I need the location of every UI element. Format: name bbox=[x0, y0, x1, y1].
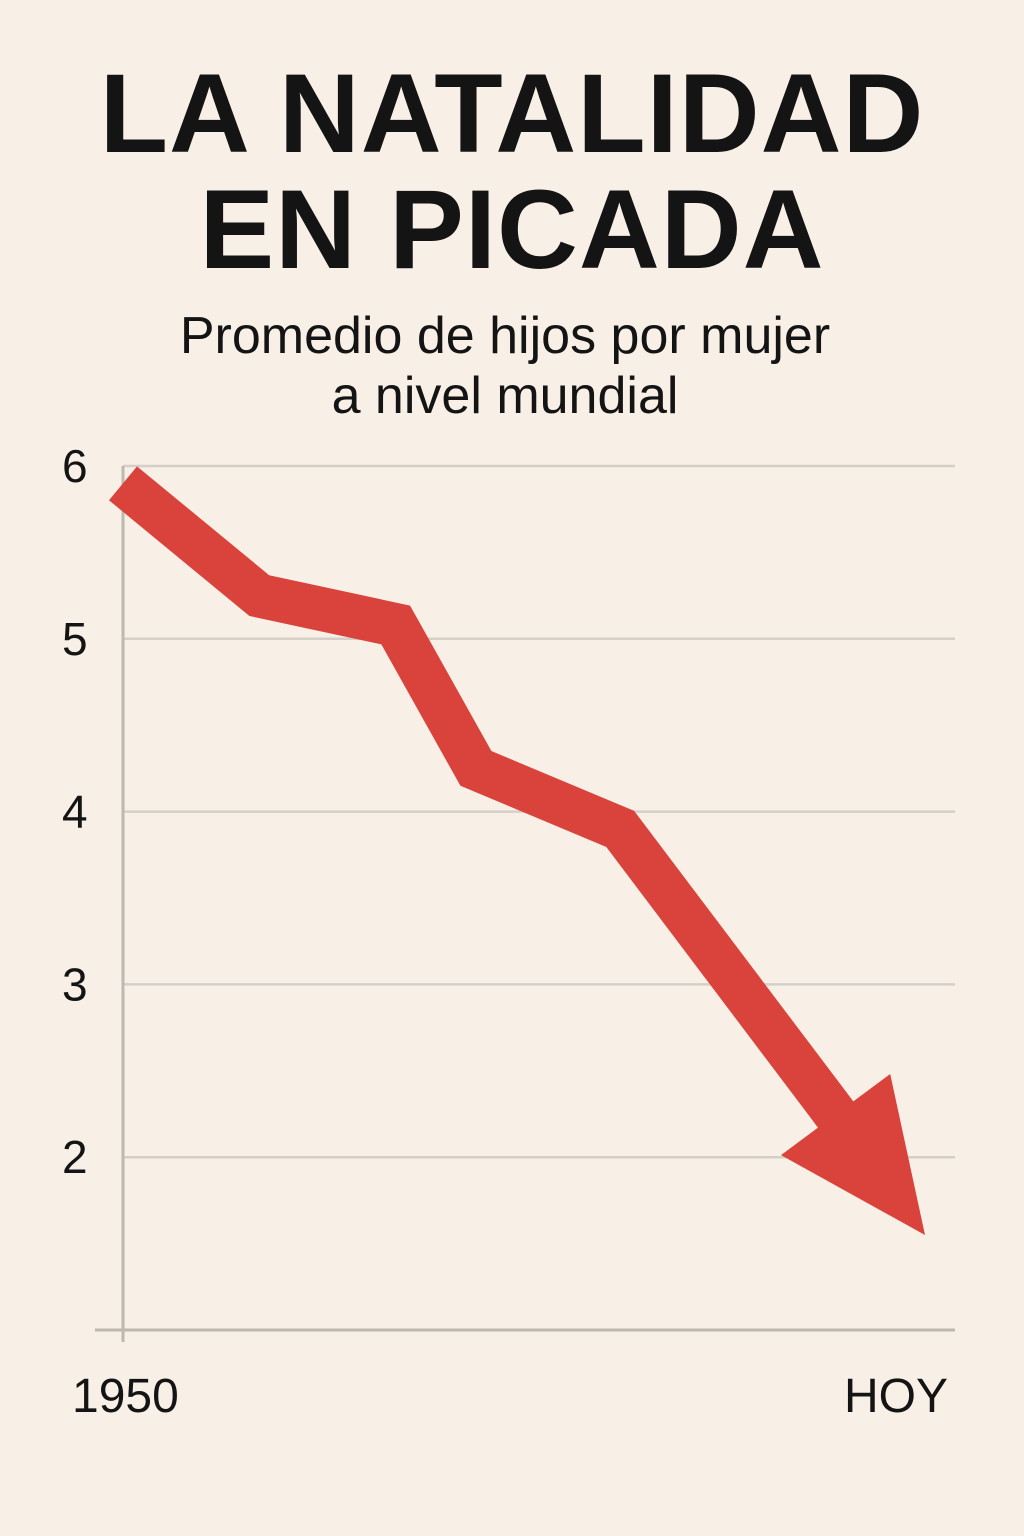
y-tick-label: 2 bbox=[62, 1131, 88, 1183]
chart-subtitle: Promedio de hijos por mujer a nivel mund… bbox=[0, 306, 1010, 426]
arrow-head bbox=[781, 1074, 925, 1235]
y-tick-label: 4 bbox=[62, 786, 88, 838]
label-layer: 6 5 4 3 2 1950 HOY bbox=[62, 440, 948, 1423]
y-tick-label: 5 bbox=[62, 613, 88, 665]
chart-subtitle-line-1: Promedio de hijos por mujer bbox=[179, 307, 831, 365]
grid-layer bbox=[123, 464, 955, 1159]
series-layer bbox=[109, 466, 925, 1235]
x-tick-label: 1950 bbox=[72, 1370, 179, 1423]
chart-title: LA NATALIDAD EN PICADA bbox=[0, 56, 1024, 288]
chart-subtitle-line-2: a nivel mundial bbox=[331, 367, 679, 425]
x-tick-label: HOY bbox=[844, 1370, 948, 1423]
series-line bbox=[109, 466, 866, 1144]
y-tick-label: 6 bbox=[62, 440, 88, 492]
chart-title-line-2: EN PICADA bbox=[199, 167, 825, 292]
y-tick-label: 3 bbox=[62, 958, 88, 1010]
axis-layer bbox=[95, 466, 955, 1342]
chart-title-line-1: LA NATALIDAD bbox=[99, 51, 925, 176]
